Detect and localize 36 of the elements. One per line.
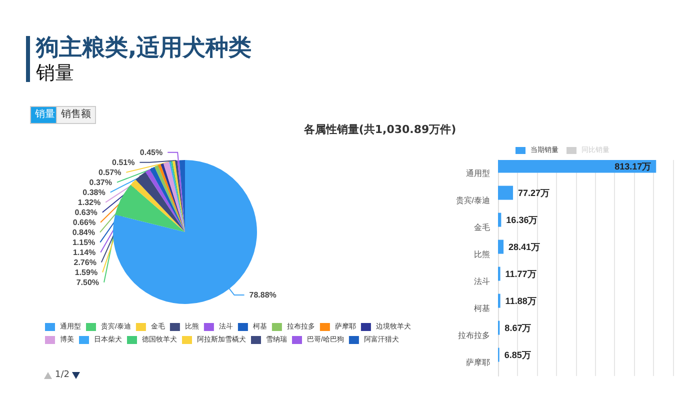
y-tick-label: 贵宾/泰迪: [456, 196, 490, 205]
data-label: 6.85万: [504, 350, 531, 360]
data-label: 2.76%: [74, 258, 96, 267]
tab-button: 销售额: [56, 106, 96, 124]
y-tick-label: 萨摩耶: [466, 358, 490, 367]
data-label: 0.84%: [72, 228, 95, 237]
y-tick-label: 法斗: [474, 277, 490, 286]
text: 1/2: [55, 370, 70, 380]
y-tick-label: 金毛: [474, 223, 490, 232]
y-tick-label: 比熊: [474, 250, 490, 259]
data-label: 78.88%: [249, 290, 276, 300]
data-label: 1.14%: [72, 248, 96, 257]
y-tick-label: 柯基: [474, 304, 490, 313]
y-tick-label: 拉布拉多: [458, 331, 490, 340]
data-label: 0.45%: [140, 148, 163, 157]
data-label: 77.27万: [518, 188, 550, 198]
data-label: 1.59%: [74, 268, 98, 277]
data-label: 0.37%: [89, 178, 112, 187]
data-label: 11.77万: [505, 268, 536, 279]
data-label: 0.63%: [74, 208, 98, 217]
chart-title: 狗主粮类,适用犬种类: [36, 34, 252, 63]
data-label: 0.57%: [98, 168, 122, 177]
data-label: 0.51%: [112, 158, 135, 167]
chart-subtitle: 销量: [36, 61, 74, 86]
data-label: 0.38%: [82, 188, 106, 197]
data-label: 16.36万: [506, 214, 538, 225]
data-label: 8.67万: [504, 322, 532, 333]
data-label: 813.17万: [614, 161, 652, 172]
data-label: 1.15%: [72, 238, 96, 247]
data-label: 0.66%: [72, 218, 96, 227]
data-label: 28.41万: [508, 242, 540, 252]
data-label: 7.50%: [76, 278, 100, 287]
y-tick-label: 通用型: [466, 169, 490, 178]
text: 各属性销量(共1,030.89万件): [302, 122, 458, 137]
data-label: 11.88万: [505, 296, 536, 306]
data-label: 1.32%: [78, 198, 101, 207]
